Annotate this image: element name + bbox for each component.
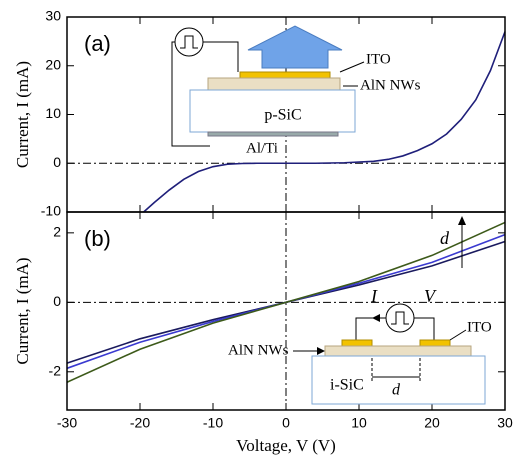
trend-label: d [440, 228, 450, 248]
wire [414, 317, 435, 340]
x-tick-label: -30 [57, 415, 77, 431]
series-line [66, 221, 506, 383]
x-tick-label: 10 [351, 415, 367, 431]
x-tick-label: 20 [424, 415, 440, 431]
ito-label: ITO [366, 51, 391, 67]
substrate [311, 355, 486, 405]
leader [449, 329, 467, 341]
pulse-icon [180, 35, 198, 49]
wire [203, 41, 239, 72]
y-tick-label: 0 [53, 154, 61, 170]
y-tick-label: 30 [45, 8, 61, 24]
series-line [143, 31, 506, 213]
ito-pad [341, 339, 373, 347]
panel-label: (a) [84, 31, 111, 56]
y-tick-label: 10 [45, 105, 61, 121]
panel: 20-2-30 -20 -10 0 10 20 30(b)Current, I (mA)Vo… [13, 211, 513, 455]
leader [339, 61, 365, 73]
voltage-label: V [424, 286, 437, 306]
contact-layer [207, 131, 339, 137]
aln-label: AlN NWs [360, 77, 421, 93]
inset-a: ITO AlN NWs p-SiC Al/Ti [171, 25, 421, 156]
x-axis-label: Voltage, V (V) [236, 436, 336, 455]
y-axis-label: Current, I (mA) [13, 257, 32, 364]
y-tick-label: -2 [49, 362, 62, 378]
wire [171, 41, 210, 147]
x-tick-label: 30 [497, 415, 513, 431]
contact-label: Al/Ti [246, 140, 278, 156]
x-tick-label: 0 [282, 415, 290, 431]
pulse-source [385, 303, 415, 333]
nw-layer [207, 77, 341, 91]
ito-label: ITO [467, 319, 492, 335]
substrate [189, 89, 356, 133]
pulse-source [174, 27, 204, 57]
y-tick-label: 20 [45, 56, 61, 72]
y-axis-label: Current, I (mA) [13, 61, 32, 168]
substrate-label: p-SiC [264, 107, 301, 124]
ito-pad [419, 339, 451, 347]
arrow-head [317, 347, 325, 355]
x-tick-label: -20 [130, 415, 150, 431]
y-tick-label: 2 [53, 224, 61, 240]
current-label: I [370, 286, 378, 306]
emission-arrow [247, 25, 343, 69]
x-tick-label: -10 [203, 415, 223, 431]
arrow-head [458, 216, 466, 225]
aln-label: AlN NWs [228, 342, 289, 358]
wire [355, 317, 386, 340]
pulse-icon [391, 311, 409, 325]
current-arrow [372, 314, 380, 322]
substrate-label: i-SiC [330, 377, 364, 394]
nw-layer [324, 345, 472, 357]
y-tick-label: 0 [53, 293, 61, 309]
ito-layer [239, 71, 331, 79]
gap-label: d [392, 382, 401, 399]
y-tick-label: -10 [41, 203, 61, 219]
inset-b: d I V ITO AlN NWs d i-SiC [228, 216, 492, 405]
panel-label: (b) [84, 226, 111, 251]
